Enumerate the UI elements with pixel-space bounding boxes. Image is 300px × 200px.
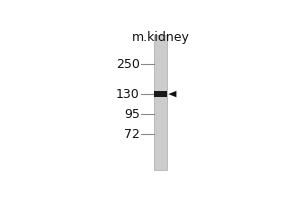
- Text: 130: 130: [116, 88, 140, 101]
- Text: 250: 250: [116, 58, 140, 71]
- Text: 95: 95: [124, 108, 140, 121]
- Text: 72: 72: [124, 128, 140, 141]
- Bar: [154, 35, 167, 170]
- Polygon shape: [168, 91, 176, 97]
- Text: m.kidney: m.kidney: [132, 31, 190, 44]
- Bar: [154, 91, 167, 97]
